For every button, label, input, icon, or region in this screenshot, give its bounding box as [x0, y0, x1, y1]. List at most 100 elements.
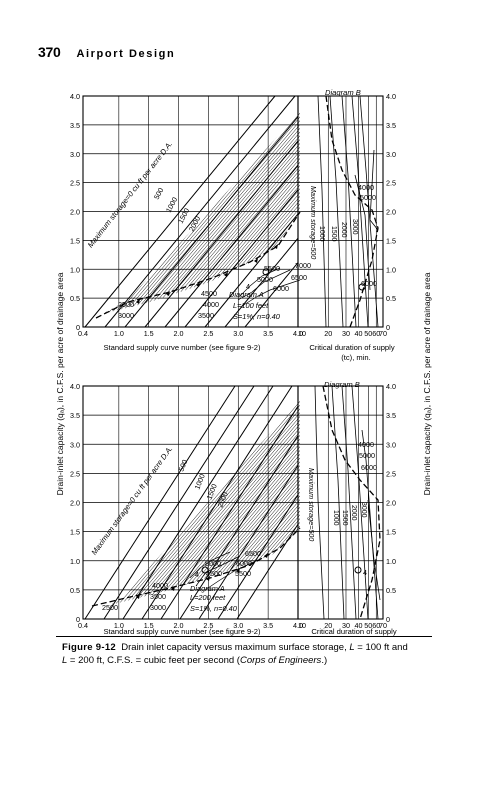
- b-hatch: [110, 400, 151, 605]
- top-curve-labels: 2500 3000 3500 4000 4500 5000 5500 6000 …: [118, 261, 311, 320]
- b-ytick-right: 4.0: [386, 382, 396, 391]
- b-ytick-left: 3.5: [70, 411, 80, 420]
- t-hatch: [102, 112, 192, 314]
- b-hatch: [301, 359, 503, 619]
- b-hatch: [337, 359, 503, 619]
- t-hatch: [311, 67, 503, 327]
- b-hatch: [0, 359, 93, 619]
- top-xlabel-left: Standard supply curve number (see figure…: [103, 343, 260, 352]
- top-curve-label-3500: 3500: [198, 311, 214, 320]
- t-hatch: [102, 112, 135, 314]
- b-storage-line: [84, 385, 236, 620]
- bottom-b-label-6000: 6000: [361, 463, 377, 472]
- bottom-b-label-5000: 5000: [359, 451, 375, 460]
- bottom-storage-label-1500: 1500: [205, 483, 219, 501]
- b-b-curve: [341, 385, 357, 620]
- b-hatch: [311, 359, 503, 619]
- t-hatch: [330, 67, 503, 327]
- bottom-curve-label-3000: 3000: [150, 603, 166, 612]
- b-hatch: [294, 400, 300, 605]
- t-ytick-right: 1.0: [386, 265, 396, 274]
- t-xtick-right: 50: [364, 329, 372, 338]
- b-hatch: [0, 359, 105, 619]
- b-b-curve: [314, 385, 325, 620]
- b-ytick-right: 1.5: [386, 528, 396, 537]
- bottom-curve-label-5000: 5000: [205, 559, 221, 568]
- t-arrow: [274, 244, 278, 249]
- b-xtick-left: 2.5: [203, 621, 213, 630]
- b-arrow: [171, 586, 175, 591]
- bottom-diagram-a-title: Diagram A: [190, 584, 225, 593]
- b-hatch: [110, 400, 237, 605]
- t-hatch: [134, 112, 300, 314]
- b-hatch: [110, 400, 215, 605]
- b-ytick-left: 4.0: [70, 382, 80, 391]
- b-xtick-left: 1.0: [114, 621, 124, 630]
- top-storage-label-500: 500: [152, 186, 166, 201]
- t-hatch: [275, 112, 300, 314]
- t-xtick-left: 2.0: [174, 329, 184, 338]
- t-storage-line: [204, 213, 299, 328]
- t-hatch: [102, 112, 103, 314]
- t-b-curve: [351, 95, 369, 328]
- t-hatch: [102, 112, 170, 314]
- b-envelope: [91, 527, 301, 607]
- b-hatch: [160, 400, 300, 605]
- b-hatch: [110, 400, 154, 605]
- t-ytick-left: 3.5: [70, 121, 80, 130]
- t-storage-line: [184, 189, 299, 328]
- b-hatch: [110, 400, 192, 605]
- t-ytick-right: 1.5: [386, 236, 396, 245]
- bottom-b-rot-label-1500: 1500: [341, 510, 348, 526]
- bottom-storage-label-1000: 1000: [193, 473, 207, 491]
- b-xtick-left: 4.0: [293, 621, 303, 630]
- b-xtick-right: 60: [372, 621, 380, 630]
- t-hatch: [269, 112, 300, 314]
- top-params-length: L=100 feet: [233, 301, 269, 310]
- y-axis-label-left: Drain-inlet capacity (qₐ), in C.F.S. per…: [55, 272, 65, 495]
- bottom-b-rot-label-2000: 2000: [350, 505, 357, 521]
- b-storage-line: [160, 405, 299, 620]
- b-xtick-left: 3.0: [233, 621, 243, 630]
- b-xtick-right: 30: [342, 621, 350, 630]
- b-hatch: [170, 400, 300, 605]
- b-hatch: [110, 400, 224, 605]
- t-ytick-left: 1.0: [70, 265, 80, 274]
- caption-var-l2: L: [62, 655, 68, 666]
- b-hatch: [144, 400, 300, 605]
- top-b-label-4000: 4000: [358, 183, 374, 192]
- top-params-slope: S=1%, n=0.40: [233, 312, 281, 321]
- t-xtick-left: 3.0: [233, 329, 243, 338]
- b-arrow: [236, 568, 240, 573]
- b-hatch: [0, 359, 86, 619]
- top-curve-label-5500: 5500: [264, 264, 280, 273]
- b-xtick-right: 40: [355, 621, 363, 630]
- t-hatch: [294, 112, 300, 314]
- top-grid: [82, 95, 384, 328]
- t-storage-line: [104, 95, 296, 328]
- b-storage-line: [217, 494, 299, 620]
- b-hatch: [110, 400, 144, 605]
- page-header: 370 Airport Design: [38, 44, 175, 60]
- b-ytick-right: 2.5: [386, 469, 396, 478]
- b-hatch: [141, 400, 300, 605]
- top-b-rot-label-1500: 1500: [330, 226, 337, 242]
- t-hatch: [102, 112, 164, 314]
- t-storage-line: [84, 95, 276, 328]
- top-xlabel-right-2: (tᴄ), min.: [341, 353, 371, 362]
- running-head: Airport Design: [76, 48, 176, 60]
- t-ytick-right: 3.5: [386, 121, 396, 130]
- caption-label: Figure 9-12: [62, 642, 116, 653]
- bottom-diagram-b-title: Diagram B: [324, 380, 360, 389]
- t-xtick-left: 2.5: [203, 329, 213, 338]
- top-tick-labels: 0 0 0.5 0.5 1.0 1.0 1.5 1.5 2.0 2.0 2.5 2.5 3.0 3.0 3.…: [70, 92, 396, 338]
- t-xtick-left: 0.4: [78, 329, 88, 338]
- bottom-diagram-b-grid: [327, 386, 377, 619]
- t-hatch: [102, 112, 106, 314]
- b-hatch: [110, 400, 196, 605]
- b-hatch: [305, 359, 503, 619]
- b-storage-line: [198, 464, 299, 620]
- t-hatch: [128, 112, 300, 314]
- top-storage-lines: [84, 95, 301, 328]
- t-hatch: [102, 112, 173, 314]
